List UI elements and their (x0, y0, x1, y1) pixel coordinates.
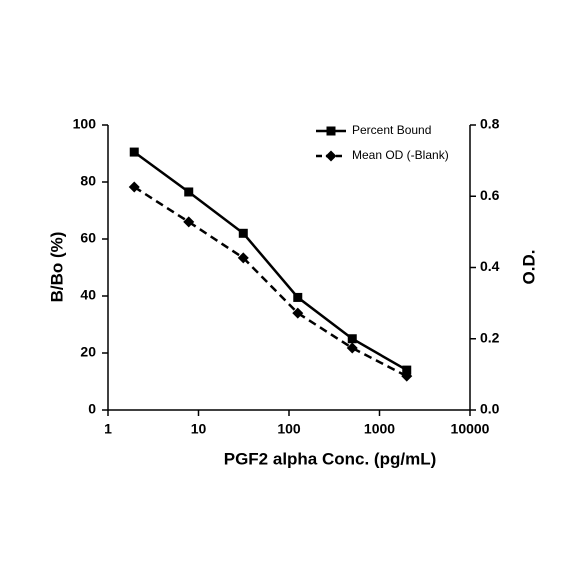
marker (237, 252, 249, 264)
y2-tick-label: 0.4 (480, 258, 500, 274)
y-tick-label: 0 (88, 401, 96, 417)
marker (129, 147, 139, 157)
y2-tick-label: 0.6 (480, 187, 500, 203)
series-line (133, 185, 408, 378)
x-axis-title: PGF2 alpha Conc. (pg/mL) (224, 449, 437, 468)
y-tick-label: 60 (80, 230, 96, 246)
y-tick-label: 100 (73, 116, 97, 132)
marker (293, 292, 303, 302)
marker (402, 365, 412, 375)
legend-label: Mean OD (-Blank) (352, 148, 449, 162)
marker (183, 216, 195, 228)
marker (184, 187, 194, 197)
marker (238, 228, 248, 238)
y2-axis-title: O.D. (519, 250, 538, 285)
marker (128, 181, 140, 193)
marker (325, 150, 337, 162)
y2-tick-label: 0.8 (480, 116, 500, 132)
marker (346, 342, 358, 354)
x-tick-label: 1 (104, 421, 112, 437)
y2-tick-label: 0.2 (480, 329, 500, 345)
y-tick-label: 20 (80, 344, 96, 360)
x-tick-label: 10000 (451, 421, 490, 437)
marker (326, 126, 336, 136)
marker (401, 370, 413, 382)
marker (347, 334, 357, 344)
marker (292, 307, 304, 319)
y-tick-label: 80 (80, 173, 96, 189)
x-tick-label: 1000 (364, 421, 395, 437)
legend-label: Percent Bound (352, 123, 431, 137)
series-line (133, 151, 408, 372)
x-tick-label: 10 (191, 421, 207, 437)
x-tick-label: 100 (277, 421, 301, 437)
y-tick-label: 40 (80, 287, 96, 303)
y-axis-title: B/Bo (%) (47, 232, 66, 303)
y2-tick-label: 0.0 (480, 401, 500, 417)
